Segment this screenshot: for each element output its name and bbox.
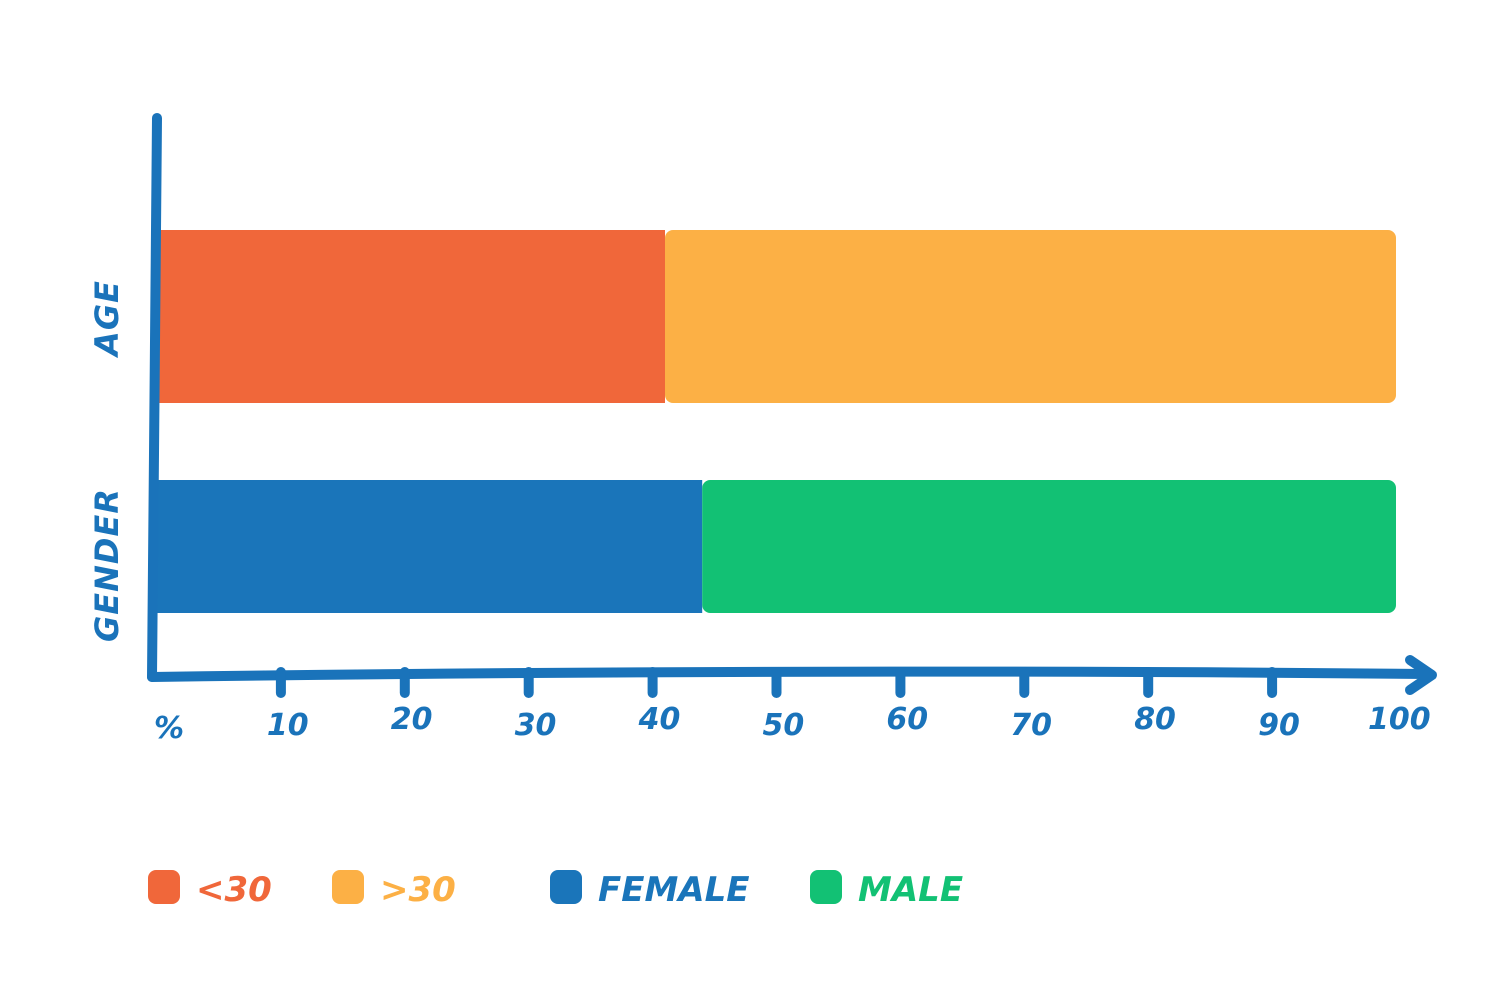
legend-item-30: <30 <box>148 870 272 910</box>
legend: <30 >30 FEMALE MALE <box>148 870 963 910</box>
y-axis-line <box>147 113 162 682</box>
category-label-gender: GENDER <box>88 488 126 642</box>
legend-item-male: MALE <box>810 870 963 910</box>
legend-item-female: FEMALE <box>550 870 750 910</box>
x-axis-line <box>147 666 1433 682</box>
x-tick-label-80: 80 <box>1134 702 1176 737</box>
x-tick-label-10: 10 <box>267 708 309 743</box>
axes-group <box>147 113 1437 695</box>
bars-group <box>157 230 1396 613</box>
x-tick-label-70: 70 <box>1010 708 1052 743</box>
category-label-age: AGE <box>88 280 126 359</box>
category-labels-group: AGE GENDER <box>88 280 126 642</box>
legend-swatch <box>550 870 582 904</box>
legend-item-30: >30 <box>332 870 456 910</box>
x-tick-label-30: 30 <box>515 708 557 743</box>
legend-label: >30 <box>380 870 456 910</box>
legend-label: FEMALE <box>598 870 750 910</box>
x-axis-arrowhead <box>1405 655 1437 695</box>
x-tick-label-100: 100 <box>1368 702 1431 737</box>
bar-gender-female-segment <box>157 480 703 613</box>
bar-age-30-segment <box>157 230 665 403</box>
legend-swatch <box>148 870 180 904</box>
x-axis-unit-label: % <box>154 711 184 746</box>
legend-label: MALE <box>858 870 963 910</box>
legend-swatch <box>810 870 842 904</box>
x-tick-label-60: 60 <box>886 702 928 737</box>
x-ticks-group: 10 20 30 40 50 60 70 80 90 100 <box>267 667 1431 743</box>
legend-swatch <box>332 870 364 904</box>
legend-label: <30 <box>196 870 272 910</box>
x-tick-label-40: 40 <box>638 702 681 737</box>
x-tick-label-90: 90 <box>1258 708 1300 743</box>
bar-age-30-segment <box>665 230 1396 403</box>
x-tick-label-50: 50 <box>763 708 805 743</box>
bar-gender-male-segment <box>702 480 1396 613</box>
x-tick-label-20: 20 <box>391 702 433 737</box>
